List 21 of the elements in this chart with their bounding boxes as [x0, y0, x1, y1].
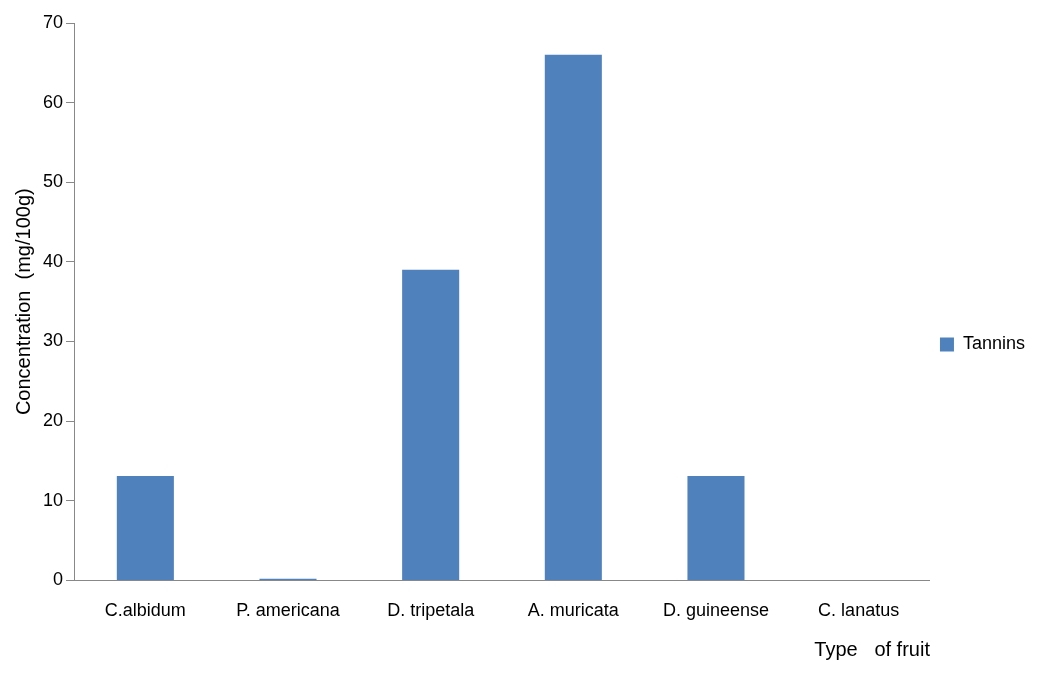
y-axis-title: Concentration (mg/100g)	[11, 188, 34, 416]
y-tick-label: 20	[42, 410, 64, 431]
x-tick-label: C. lanatus	[818, 600, 900, 621]
bar	[687, 476, 745, 580]
x-tick-label: P. americana	[236, 600, 341, 621]
legend-label: Tannins	[962, 333, 1025, 354]
y-tick-label: 60	[42, 91, 64, 112]
bar	[544, 54, 602, 580]
bar	[402, 269, 460, 580]
y-tick-label: 0	[53, 569, 64, 590]
y-tick-label: 40	[42, 250, 64, 271]
y-tick-label: 50	[42, 171, 64, 192]
y-tick-label: 10	[42, 489, 64, 510]
y-tick-label: 30	[42, 330, 64, 351]
y-tick-label: 70	[42, 11, 64, 32]
bar	[116, 476, 174, 580]
x-tick-label: D. guineense	[662, 600, 770, 621]
x-tick-label: A. muricata	[527, 600, 620, 621]
x-tick-label: C.albidum	[104, 600, 186, 621]
x-axis-title: Type of fruit	[814, 637, 931, 660]
x-tick-label: D. tripetala	[387, 600, 476, 621]
